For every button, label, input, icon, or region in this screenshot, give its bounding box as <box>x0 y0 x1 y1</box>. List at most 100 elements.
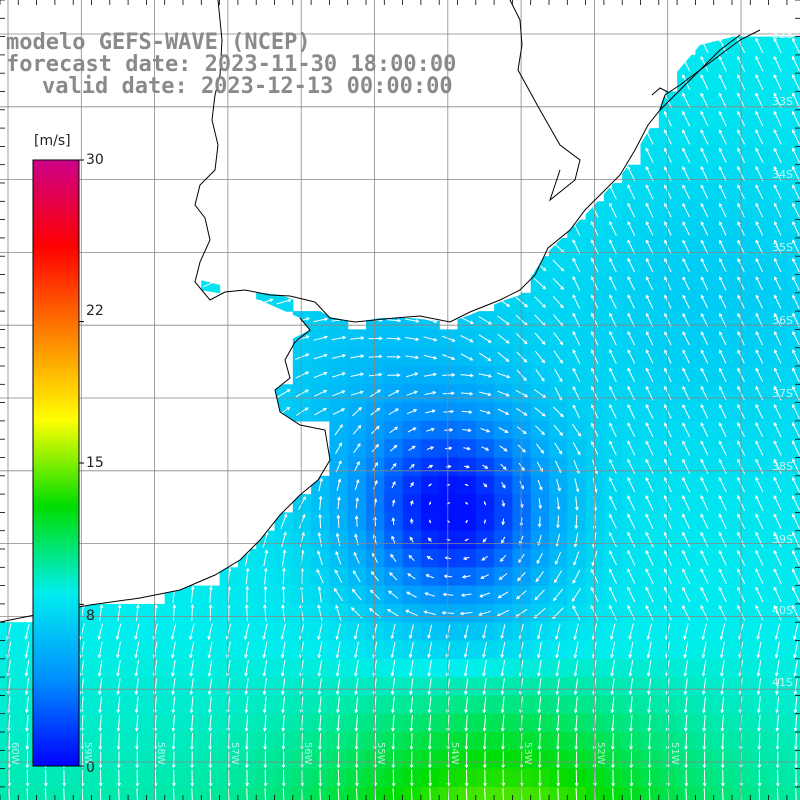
wind-arrow <box>335 623 341 641</box>
wind-arrow <box>134 696 139 714</box>
wind-arrow <box>703 788 706 800</box>
wind-arrow <box>627 202 636 218</box>
wind-arrow <box>334 569 343 583</box>
wind-arrow <box>773 92 782 109</box>
wind-arrow <box>556 515 560 529</box>
wind-arrow <box>369 589 381 600</box>
wind-arrow <box>336 514 341 528</box>
wind-arrow <box>645 403 654 419</box>
wind-arrow <box>700 92 709 109</box>
speed-cell <box>786 603 800 623</box>
wind-arrow <box>428 501 432 506</box>
wind-arrow <box>245 567 250 585</box>
wind-arrow <box>116 660 121 677</box>
wind-arrow <box>648 788 651 800</box>
wind-arrow <box>609 257 617 273</box>
wind-arrow <box>116 641 121 659</box>
speed-cell <box>786 384 800 404</box>
wind-arrow <box>281 714 286 732</box>
wind-arrow <box>317 586 322 603</box>
wind-arrow <box>392 788 395 800</box>
speed-cell <box>786 512 800 532</box>
wind-arrow <box>465 501 469 505</box>
wind-arrow <box>426 556 433 561</box>
wind-arrow <box>460 391 474 396</box>
wind-arrow <box>645 184 654 200</box>
wind-arrow <box>354 678 359 696</box>
wind-arrow <box>263 769 268 787</box>
wind-arrow <box>460 353 474 361</box>
wind-arrow <box>459 611 473 616</box>
wind-arrow <box>700 422 709 438</box>
wind-arrow <box>719 294 727 309</box>
wind-arrow <box>535 443 545 454</box>
wind-arrow <box>227 788 230 800</box>
wind-arrow <box>627 549 636 566</box>
wind-arrow <box>281 733 286 751</box>
wind-arrow <box>773 568 782 584</box>
wind-arrow <box>135 769 140 787</box>
wind-arrow <box>755 312 764 328</box>
wind-arrow <box>755 422 764 438</box>
wind-arrow <box>313 335 329 341</box>
wind-arrow <box>682 367 690 383</box>
wind-arrow <box>534 407 546 417</box>
wind-arrow <box>281 696 285 714</box>
wind-arrow <box>758 788 761 800</box>
wind-arrow <box>718 495 727 511</box>
wind-arrow <box>409 678 414 696</box>
coastline-segment <box>659 34 741 111</box>
wind-arrow <box>390 462 397 470</box>
wind-arrow <box>645 331 654 346</box>
wind-arrow <box>718 604 727 621</box>
wind-arrow <box>700 331 709 346</box>
wind-arrow <box>355 769 359 787</box>
wind-arrow <box>352 424 362 435</box>
wind-arrow <box>355 497 360 509</box>
wind-arrow <box>408 445 416 451</box>
wind-arrow <box>335 532 341 547</box>
wind-arrow <box>332 390 346 397</box>
wind-arrow <box>262 641 268 659</box>
wind-arrow <box>775 733 780 751</box>
wind-arrow <box>170 641 176 659</box>
wind-arrow <box>556 769 561 787</box>
wind-arrow <box>277 389 291 398</box>
wind-arrow <box>354 515 359 527</box>
wind-arrow <box>609 513 617 529</box>
wind-arrow <box>719 312 727 327</box>
wind-arrow <box>611 769 616 787</box>
wind-arrow <box>574 751 579 769</box>
wind-arrow <box>573 660 579 677</box>
wind-arrow <box>499 445 508 452</box>
wind-arrow <box>281 678 286 696</box>
wind-arrow <box>574 496 579 511</box>
wind-arrow <box>718 110 727 127</box>
wind-arrow <box>647 678 652 696</box>
wind-arrow <box>386 608 400 618</box>
wind-arrow <box>425 427 435 432</box>
wind-arrow <box>755 55 764 72</box>
wind-arrow <box>460 593 472 597</box>
wind-arrow <box>554 442 563 455</box>
wind-arrow <box>26 788 29 800</box>
wind-arrow <box>499 554 507 562</box>
wind-arrow <box>627 294 635 309</box>
wind-arrow <box>98 751 103 769</box>
wind-arrow <box>791 568 800 584</box>
wind-arrow <box>773 37 782 54</box>
wind-arrow <box>682 221 690 236</box>
wind-arrow <box>535 425 545 436</box>
wind-arrow <box>539 788 541 800</box>
wind-arrow <box>173 788 175 800</box>
wind-arrow <box>537 714 542 732</box>
wind-arrow <box>189 641 195 659</box>
wind-arrow <box>773 129 782 145</box>
wind-arrow <box>25 733 30 751</box>
wind-arrow <box>441 335 456 342</box>
wind-arrow <box>610 696 615 714</box>
wind-arrow <box>755 74 764 90</box>
speed-cell <box>786 201 800 221</box>
wind-arrow <box>773 440 782 456</box>
wind-arrow <box>553 332 564 346</box>
